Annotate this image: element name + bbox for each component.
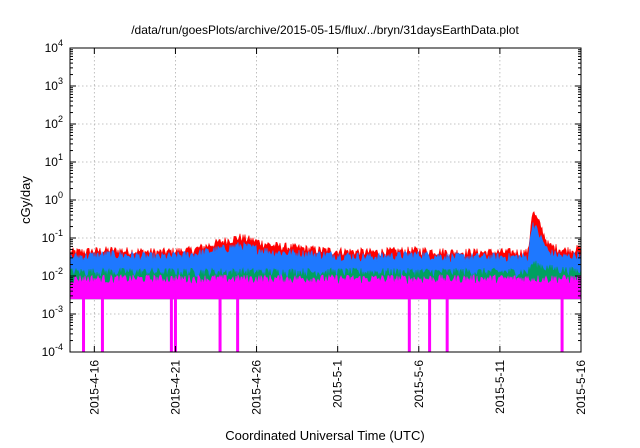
dropout-spike [445, 298, 449, 352]
x-tick-label: 2015-4-21 [168, 360, 182, 415]
y-tick-label: 103 [45, 76, 63, 93]
dropout-spike [428, 298, 432, 352]
dropout-spike [173, 298, 177, 352]
y-tick-label: 10-4 [42, 342, 63, 359]
series-area-4 [69, 273, 582, 300]
x-axis-title: Coordinated Universal Time (UTC) [225, 428, 424, 443]
grid [70, 48, 581, 352]
x-tick-label: 2015-5-11 [493, 360, 507, 414]
y-tick-label: 101 [45, 152, 63, 169]
chart-title: /data/run/goesPlots/archive/2015-05-15/f… [131, 23, 519, 37]
y-tick-label: 10-3 [42, 304, 63, 321]
dropout-spike [100, 298, 104, 352]
x-tick-label: 2015-5-1 [331, 360, 345, 408]
dropout-spike [82, 298, 86, 352]
y-tick-label: 10-2 [42, 266, 63, 283]
dropout-spike [218, 298, 222, 352]
x-tick-label: 2015-5-16 [574, 360, 588, 415]
x-tick-label: 2015-4-26 [250, 360, 264, 415]
y-tick-label: 10-1 [42, 228, 63, 245]
tick-labels: 10-4 10-3 10-2 10-1 100 101 102 103 104 2015-4-16… [42, 38, 588, 415]
x-tick-label: 2015-4-16 [87, 360, 101, 415]
dropout-spike [236, 298, 240, 352]
plot-area [69, 211, 582, 352]
dropout-spike [169, 298, 173, 352]
y-tick-label: 100 [45, 190, 63, 207]
ticks [70, 47, 582, 353]
y-tick-label: 102 [45, 114, 63, 131]
y-axis-title: cGy/day [18, 176, 33, 224]
dropout-spike [407, 298, 411, 352]
x-tick-label: 2015-5-6 [412, 360, 426, 408]
dropout-spike [560, 298, 564, 352]
y-tick-label: 104 [45, 38, 63, 55]
